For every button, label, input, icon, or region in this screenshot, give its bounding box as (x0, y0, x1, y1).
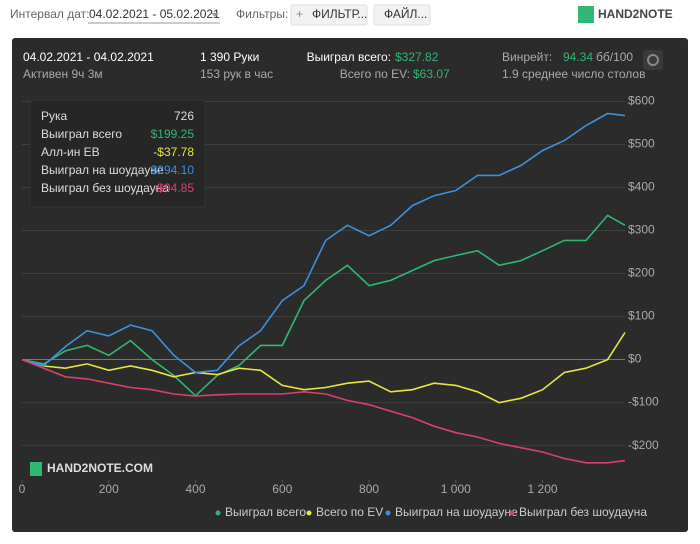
watermark-icon (30, 462, 42, 476)
logo-icon (578, 6, 594, 23)
y-tick-label: $500 (628, 137, 655, 151)
tooltip-label: Рука (41, 109, 68, 123)
series-line (21, 332, 626, 404)
winrate-unit: бб/100 (596, 50, 633, 64)
x-tick-label: 0 (19, 482, 26, 496)
winrate-value: 94.34 (563, 50, 593, 64)
plot: $600 $500 $400 $300 $200 $100 $0 -$100 -$200 0 200… (19, 94, 659, 497)
legend-label: Выиграл без шоудауна (519, 505, 647, 519)
ev-value: $63.07 (413, 67, 450, 81)
settings-button[interactable] (643, 50, 663, 70)
series-line (21, 358, 626, 464)
tooltip-value: -$37.78 (153, 145, 194, 159)
legend-marker (509, 510, 515, 516)
file-button[interactable] (373, 4, 431, 26)
y-tick-label: $0 (628, 352, 642, 366)
filter-button-label: ФИЛЬТР... (312, 7, 367, 21)
x-tick-label: 200 (99, 482, 119, 496)
date-label: Интервал дат: (10, 7, 89, 21)
y-tick-label: $400 (628, 180, 655, 194)
legend-label: Выиграл всего (225, 505, 306, 519)
watermark: HAND2NOTE.COM (47, 461, 153, 475)
tooltip-box (29, 99, 206, 208)
filter-button[interactable] (290, 4, 368, 26)
ev-label: Всего по EV: (340, 67, 410, 81)
tooltip-value: $199.25 (151, 127, 195, 141)
active: Активен 9ч 3м (23, 67, 103, 81)
y-tick-label: $600 (628, 94, 655, 108)
tooltip-label: Алл-ин EB (41, 145, 100, 159)
tooltip-value: -$94.85 (153, 181, 194, 195)
hands-rate: 153 рук в час (200, 67, 273, 81)
tooltip: Рука 726 Выиграл всего $199.25 Алл-ин EB -$37… (29, 99, 206, 208)
y-tick-label: $300 (628, 223, 655, 237)
x-tick-label: 1 000 (441, 482, 471, 496)
y-tick-label: -$100 (628, 395, 659, 409)
filters-label: Фильтры: (236, 7, 288, 21)
file-button-label: ФАЙЛ... (384, 6, 427, 21)
legend-marker (306, 510, 312, 516)
tooltip-label: Выиграл всего (41, 127, 122, 141)
logo-text: HAND2NOTE (598, 7, 673, 21)
series-line (21, 112, 626, 374)
winrate-label: Винрейт: (502, 50, 552, 64)
tables: 1.9 среднее число столов (502, 67, 645, 81)
x-tick-label: 400 (186, 482, 206, 496)
y-tick-label: -$200 (628, 438, 659, 452)
date-caret (211, 13, 219, 17)
tooltip-value: $294.10 (151, 163, 195, 177)
hands: 1 390 Руки (200, 50, 259, 64)
won-label: Выиграл всего: (307, 50, 391, 64)
x-tick-label: 600 (272, 482, 292, 496)
legend-marker (215, 510, 221, 516)
y-tick-label: $200 (628, 266, 655, 280)
won-value: $327.82 (395, 50, 439, 64)
legend: Выиграл всего Всего по EV Выиграл на шоуда… (215, 505, 647, 519)
series-line (21, 214, 626, 397)
settings-icon (647, 54, 659, 66)
date-value[interactable]: 04.02.2021 - 05.02.2021 (89, 7, 220, 21)
y-tick-label: $100 (628, 309, 655, 323)
plus-icon: + (296, 7, 303, 21)
legend-label: Выиграл на шоудауне (395, 505, 518, 519)
legend-label: Всего по EV (316, 505, 383, 519)
tooltip-label: Выиграл без шоудауна (41, 181, 169, 195)
tooltip-value: 726 (174, 109, 194, 123)
tooltip-label: Выиграл на шоудауне (41, 163, 164, 177)
period: 04.02.2021 - 04.02.2021 (23, 50, 154, 64)
x-tick-label: 1 200 (528, 482, 558, 496)
legend-marker (385, 510, 391, 516)
x-tick-label: 800 (359, 482, 379, 496)
